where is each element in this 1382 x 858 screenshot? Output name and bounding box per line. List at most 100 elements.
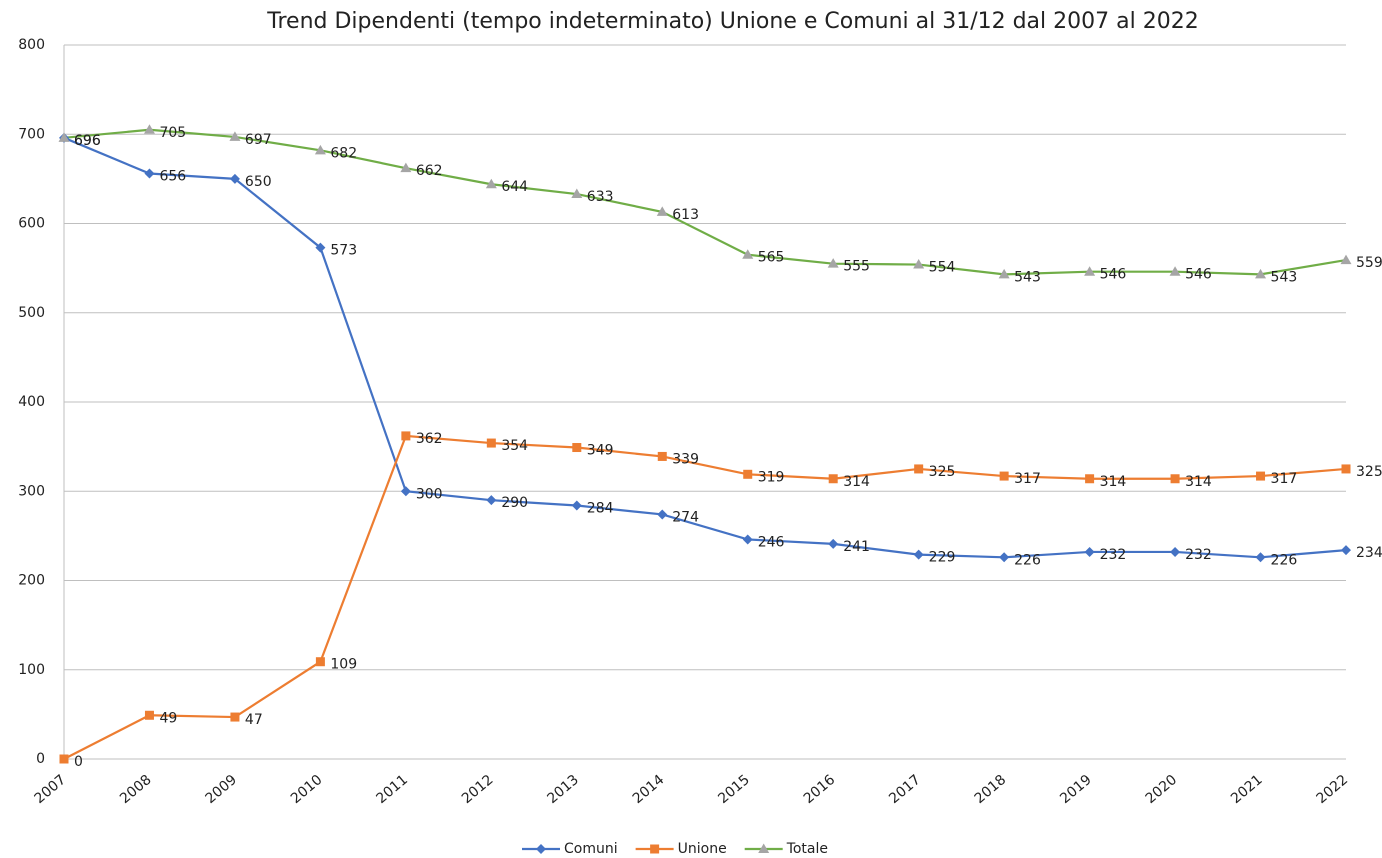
x-tick-label: 2009	[202, 772, 240, 807]
x-tick-label: 2022	[1314, 772, 1352, 807]
x-tick-label: 2012	[459, 772, 497, 807]
point	[656, 206, 668, 216]
point	[999, 471, 1009, 481]
point	[1170, 546, 1181, 557]
data-label: 246	[758, 534, 785, 550]
point	[59, 754, 69, 764]
point	[229, 131, 241, 141]
data-label: 559	[1356, 255, 1382, 271]
data-label: 650	[245, 174, 272, 190]
data-label: 705	[159, 125, 186, 141]
series-line	[63, 434, 1347, 760]
point	[485, 178, 497, 189]
point	[828, 538, 839, 549]
point	[742, 249, 754, 259]
x-tick-label: 2018	[972, 772, 1010, 807]
point	[1256, 471, 1266, 481]
y-tick-label: 300	[18, 483, 45, 499]
legend-marker	[650, 844, 660, 854]
data-label: 362	[416, 431, 443, 447]
point	[400, 162, 412, 173]
x-tick-label: 2010	[288, 772, 326, 807]
point	[58, 132, 70, 142]
y-tick-label: 600	[18, 216, 45, 232]
point	[230, 712, 240, 722]
legend-item: Unione	[635, 841, 727, 857]
data-label: 232	[1100, 547, 1127, 563]
legend-item: Comuni	[522, 841, 618, 857]
x-tick-label: 2011	[373, 772, 411, 807]
data-label: 109	[330, 657, 357, 673]
x-tick-label: 2013	[544, 772, 582, 807]
data-label: 644	[501, 179, 528, 195]
point	[229, 173, 240, 184]
point	[1255, 268, 1267, 279]
data-label: 662	[416, 163, 443, 179]
x-tick-label: 2016	[801, 772, 839, 807]
y-tick-label: 0	[36, 751, 45, 767]
chart-title: Trend Dipendenti (tempo indeterminato) U…	[266, 9, 1198, 34]
data-label: 284	[587, 501, 614, 517]
data-label: 49	[159, 710, 177, 726]
point	[1084, 546, 1095, 557]
data-label: 290	[501, 495, 528, 511]
data-label: 300	[416, 486, 443, 502]
legend-item: Totale	[744, 841, 828, 857]
x-tick-label: 2014	[630, 772, 668, 807]
data-label: 226	[1014, 552, 1041, 568]
data-label: 543	[1271, 269, 1298, 285]
point	[998, 268, 1010, 279]
data-label: 314	[1185, 474, 1212, 490]
data-label: 565	[758, 250, 785, 266]
point	[143, 124, 155, 134]
x-tick-label: 2015	[715, 772, 753, 807]
series-line	[63, 136, 1347, 559]
x-tick-label: 2020	[1143, 772, 1181, 807]
data-label: 633	[587, 189, 614, 205]
data-label: 317	[1271, 471, 1298, 487]
point	[657, 509, 668, 520]
point	[1085, 474, 1095, 484]
point	[1341, 545, 1351, 556]
point	[742, 534, 753, 545]
data-label: 354	[501, 438, 528, 454]
point	[401, 431, 411, 441]
x-tick-label: 2021	[1228, 772, 1266, 807]
legend-marker	[758, 843, 770, 853]
data-label: 229	[929, 550, 956, 566]
point	[743, 469, 753, 479]
x-tick-label: 2008	[117, 772, 155, 807]
data-label: 554	[929, 260, 956, 276]
point	[1340, 254, 1352, 265]
x-tick-label: 2019	[1057, 772, 1095, 807]
point	[572, 443, 582, 453]
y-tick-label: 700	[18, 126, 45, 142]
data-label: 543	[1014, 269, 1041, 285]
point	[913, 259, 925, 269]
point	[486, 438, 496, 448]
y-tick-label: 500	[18, 305, 45, 321]
data-label: 325	[929, 464, 956, 480]
point	[400, 486, 411, 497]
point	[315, 657, 325, 667]
point	[571, 500, 582, 511]
legend-label: Comuni	[564, 841, 618, 857]
data-label: 656	[159, 169, 186, 185]
data-label: 349	[587, 443, 614, 459]
x-tick-label: 2017	[886, 772, 924, 807]
data-label: 314	[1100, 474, 1127, 490]
data-label: 317	[1014, 471, 1041, 487]
data-label: 696	[74, 133, 101, 149]
data-label: 234	[1356, 545, 1382, 561]
point	[1084, 266, 1096, 276]
point	[314, 144, 326, 155]
point	[144, 710, 154, 720]
data-label: 0	[74, 754, 83, 770]
series-line	[63, 128, 1347, 276]
point	[315, 242, 326, 253]
data-label: 573	[330, 243, 357, 259]
data-label: 274	[672, 509, 699, 525]
data-label: 47	[245, 712, 263, 728]
